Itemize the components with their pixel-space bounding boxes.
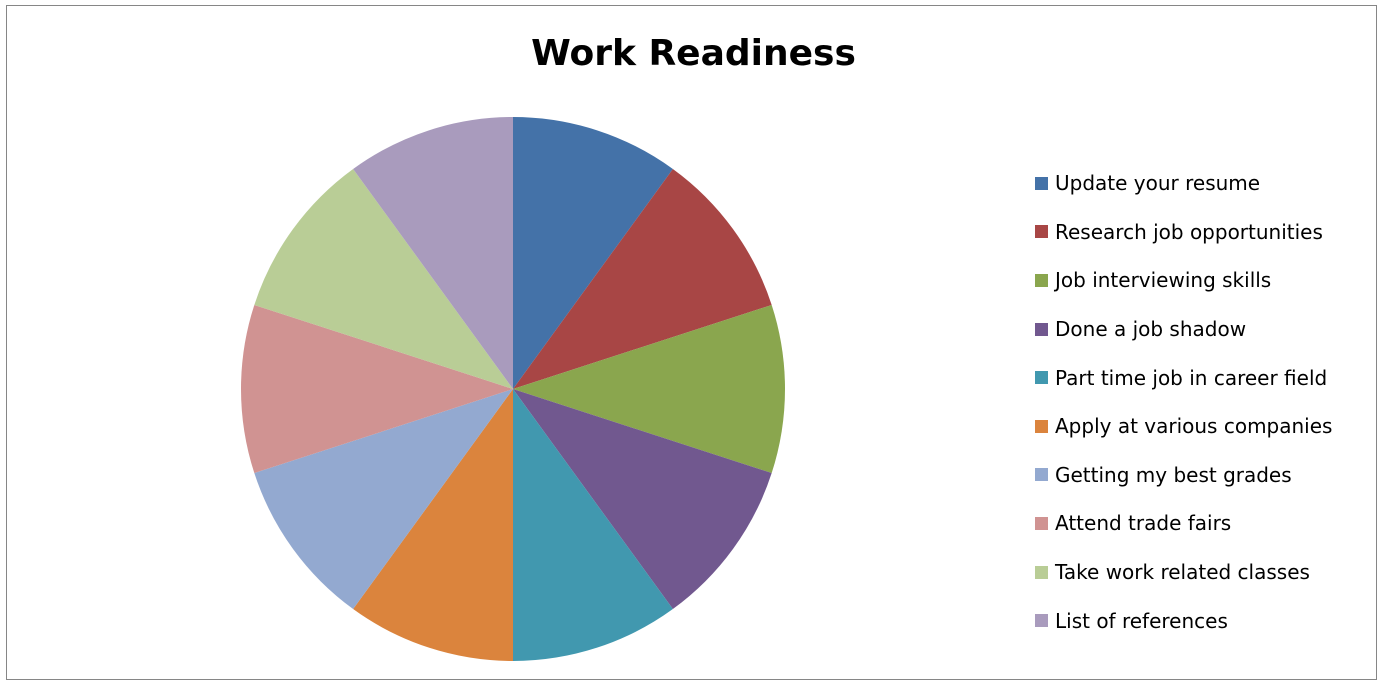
legend-label: Done a job shadow <box>1055 317 1247 342</box>
pie-slice-2 <box>513 168 772 389</box>
legend-label: Job interviewing skills <box>1055 268 1272 293</box>
legend-swatch <box>1035 419 1048 433</box>
legend-swatch <box>1035 322 1048 336</box>
legend-label: Take work related classes <box>1055 560 1310 585</box>
legend-label: Getting my best grades <box>1055 462 1292 487</box>
pie-slice-9 <box>254 168 513 389</box>
pie-slice-8 <box>240 304 513 474</box>
legend-item: Part time job in career field <box>1035 353 1332 402</box>
legend-label: Apply at various companies <box>1055 414 1333 439</box>
pie-slices <box>240 117 786 661</box>
pie-slice-4 <box>513 389 772 610</box>
legend-item: List of references <box>1035 596 1332 645</box>
pie-slice-3 <box>513 304 786 474</box>
legend-swatch <box>1035 176 1048 190</box>
legend-swatch <box>1035 371 1048 385</box>
legend-item: Getting my best grades <box>1035 451 1332 500</box>
legend-swatch <box>1035 516 1048 530</box>
legend-swatch <box>1035 565 1048 579</box>
legend-label: Research job opportunities <box>1055 219 1323 244</box>
pie-slice-7 <box>254 389 513 610</box>
legend-item: Job interviewing skills <box>1035 256 1332 305</box>
legend-item: Research job opportunities <box>1035 208 1332 257</box>
legend-item: Update your resume <box>1035 159 1332 208</box>
legend-label: Attend trade fairs <box>1055 511 1232 536</box>
legend-item: Attend trade fairs <box>1035 499 1332 548</box>
pie-slice-1 <box>513 117 673 389</box>
chart-title: Work Readiness <box>531 33 856 74</box>
legend: Update your resume Research job opportuni… <box>1035 159 1332 645</box>
pie-slice-10 <box>353 117 513 389</box>
legend-item: Done a job shadow <box>1035 305 1332 354</box>
legend-swatch <box>1035 273 1048 287</box>
pie-slice-5 <box>513 389 673 661</box>
legend-swatch <box>1035 225 1048 239</box>
legend-label: List of references <box>1055 608 1228 633</box>
legend-label: Part time job in career field <box>1055 365 1328 390</box>
pie-slice-6 <box>353 389 513 661</box>
legend-swatch <box>1035 614 1048 628</box>
legend-label: Update your resume <box>1055 171 1261 196</box>
legend-item: Apply at various companies <box>1035 402 1332 451</box>
legend-item: Take work related classes <box>1035 548 1332 597</box>
legend-swatch <box>1035 468 1048 482</box>
